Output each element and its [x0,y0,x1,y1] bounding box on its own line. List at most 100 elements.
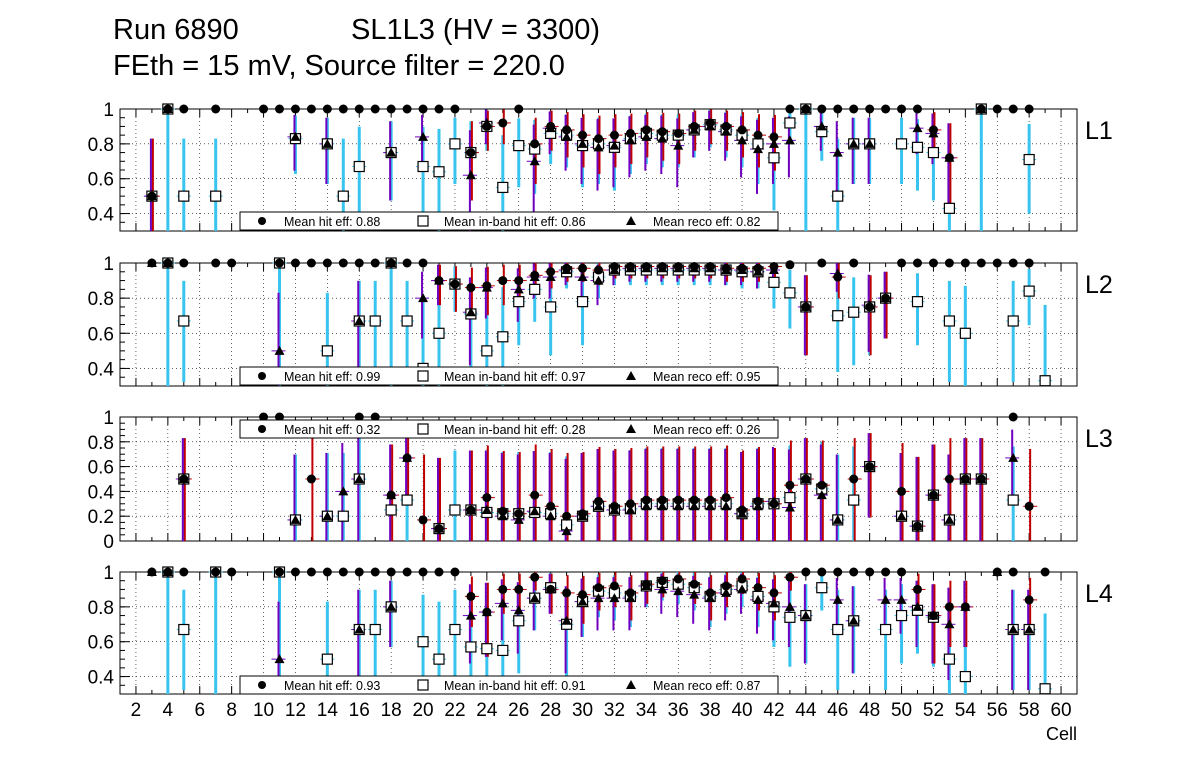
reco-marker [737,135,748,145]
legend-entry: Mean reco eff: 0.26 [653,423,761,437]
x-tick-label: 34 [636,700,658,721]
legend-inband-marker [417,370,429,382]
reco-marker [721,501,732,511]
inband-marker [768,276,780,288]
hit-marker [785,260,795,270]
hit-marker [450,104,460,114]
reco-marker [434,523,444,533]
hit-marker [482,493,492,503]
hit-marker [992,258,1002,268]
reco-marker [960,474,971,483]
legend-box [239,211,779,231]
inband-marker [911,296,924,308]
x-tick-label: 10 [253,700,274,721]
reco-marker [402,452,413,462]
reco-marker [689,501,700,511]
reco-marker [641,263,652,273]
reco-marker [162,567,173,576]
hit-marker [578,590,588,600]
reco-marker [577,138,588,148]
hit-marker [594,265,603,275]
y-tick-label: 0.4 [88,205,115,226]
inband-marker [401,315,413,327]
x-tick-label: 20 [412,700,433,721]
hit-marker [498,584,508,594]
hit-marker [402,567,412,577]
reco-marker [832,147,843,157]
hit-marker [817,258,827,268]
x-tick-label: 14 [317,700,339,721]
hit-marker [897,567,907,577]
hit-marker [179,567,189,577]
legend-entry: Mean reco eff: 0.87 [653,679,761,693]
reco-marker [497,511,508,521]
inband-marker [768,152,780,164]
reco-marker [721,126,732,136]
inband-marker [417,160,429,173]
hit-marker [578,130,588,140]
reco-marker [418,131,429,141]
hit-marker [785,480,795,490]
reco-marker [545,584,556,594]
y-tick-label: 0.4 [88,668,115,689]
reco-marker [577,596,588,606]
hit-marker [354,104,364,114]
reco-marker [641,580,652,590]
hit-marker [753,583,763,593]
x-tick-label: 44 [795,700,817,721]
hit-marker [227,567,237,577]
hit-marker [418,104,428,114]
reco-marker [912,601,923,611]
inband-marker [321,653,333,665]
inband-marker [959,327,971,339]
chamber-title: SL1L3 (HV = 3300) [351,14,601,46]
hit-marker [338,258,348,268]
hit-marker [865,567,875,577]
x-tick-label: 24 [476,700,498,721]
legend-inband-marker [417,423,429,435]
hit-marker [306,474,316,484]
reco-marker [721,265,732,275]
reco-marker [386,490,397,500]
reco-marker [513,284,524,294]
y-tick-label: 1 [103,254,114,275]
legend-box [239,419,779,439]
y-tick-label: 0.8 [88,598,114,619]
inband-marker [497,181,509,194]
reco-marker [944,514,955,524]
hit-marker [1024,104,1034,114]
hit-marker [944,258,954,268]
reco-marker [960,601,971,611]
reco-marker [561,131,572,141]
legend-reco-marker [626,216,636,225]
legend-entry: Mean hit eff: 0.32 [284,423,380,437]
reco-marker [354,315,365,325]
hit-marker [960,258,970,268]
legend-entry: Mean reco eff: 0.95 [653,370,761,384]
inband-marker [1023,285,1035,297]
hit-marker [913,104,922,114]
inband-marker [353,160,365,173]
inband-marker [545,301,557,313]
inband-marker [433,327,445,339]
hit-marker [1008,258,1018,268]
reco-marker [753,594,763,604]
hit-marker [881,567,891,577]
hit-marker [849,104,859,114]
panel-l3: 0 0.2 0.4 0.6 0.8 1 L3 Mean hit eff: 0.32 Mean i… [88,408,1113,553]
hit-marker [849,258,859,268]
hit-marker [562,588,572,598]
reco-marker [705,593,716,603]
x-tick-label: 54 [955,700,977,721]
x-tick-label: 12 [285,700,306,721]
inband-marker [943,653,956,665]
legend-reco-marker [626,424,636,433]
y-tick-label: 1 [103,563,114,584]
legend-inband-marker [417,215,429,227]
inband-marker [369,623,381,636]
hit-marker [594,134,603,144]
legend-entry: Mean in-band hit eff: 0.97 [444,370,586,384]
hit-marker [673,128,683,138]
x-tick-label: 42 [763,700,784,721]
inband-marker [832,623,844,636]
